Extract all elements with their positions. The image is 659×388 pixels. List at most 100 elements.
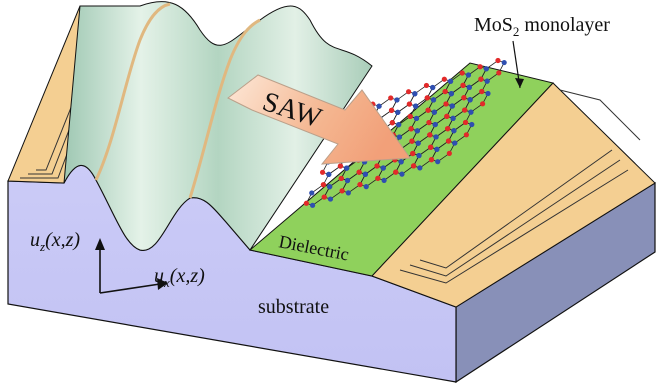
substrate-label: substrate — [258, 296, 329, 318]
lattice-atom — [388, 107, 395, 113]
saw-wave-surface — [63, 1, 373, 251]
lattice-atom — [424, 95, 430, 101]
lattice-atom — [468, 109, 474, 115]
lattice-atom — [310, 202, 316, 208]
lattice-atom — [462, 107, 468, 113]
lattice-atom — [374, 163, 380, 169]
lattice-atom — [396, 134, 403, 140]
lattice-atom — [375, 175, 381, 181]
lattice-atom — [495, 57, 501, 64]
lattice-atom — [469, 121, 475, 128]
lattice-atom — [496, 70, 502, 76]
lattice-atom — [451, 128, 457, 134]
lattice-atom — [363, 184, 369, 190]
lattice-atom — [344, 177, 351, 184]
lattice-atom — [434, 146, 440, 152]
lattice-atom — [430, 84, 436, 91]
lattice-atom — [398, 159, 404, 165]
lattice-atom — [338, 175, 344, 182]
lattice-atom — [405, 89, 412, 95]
lattice-atom — [362, 171, 368, 177]
lattice-atom — [399, 171, 405, 177]
lattice-atom — [478, 76, 484, 82]
lattice-atom — [432, 121, 438, 128]
lattice-atom — [410, 150, 416, 157]
lattice-atom — [396, 122, 402, 128]
lattice-atom — [445, 126, 451, 132]
lattice-atom — [303, 200, 309, 206]
lattice-atom — [445, 138, 452, 144]
lattice-atom — [447, 78, 454, 84]
lattice-atom — [388, 95, 394, 101]
lattice-atom — [327, 184, 333, 190]
lattice-atom — [415, 140, 421, 146]
lattice-atom — [446, 150, 452, 156]
lattice-hexagon — [390, 91, 416, 113]
lattice-atom — [485, 90, 491, 97]
lattice-atom — [320, 182, 326, 188]
lattice-atom — [467, 97, 473, 103]
lattice-atom — [441, 76, 447, 82]
lattice-atom — [321, 194, 327, 200]
lattice-atom — [339, 188, 345, 194]
lattice-atom — [309, 190, 315, 196]
lattice-atom — [449, 103, 455, 109]
lattice-atom — [435, 159, 441, 165]
lattice-atom — [426, 119, 432, 126]
lattice-atom — [413, 115, 420, 122]
lattice-atom — [479, 88, 485, 95]
uz-label: uz(x,z) — [30, 229, 80, 254]
lattice-atom — [465, 72, 472, 78]
lattice-atom — [345, 190, 351, 196]
lattice-atom — [395, 109, 401, 115]
lattice-atom — [484, 78, 490, 84]
lattice-atom — [430, 97, 437, 103]
lattice-atom — [416, 152, 422, 159]
lattice-atom — [460, 82, 466, 88]
lattice-atom — [389, 120, 395, 126]
mos2-label: MoS2 monolayer — [474, 14, 610, 39]
lattice-atom — [406, 101, 413, 107]
lattice-atom — [444, 113, 450, 119]
lattice-atom — [357, 181, 363, 188]
lattice-atom — [409, 138, 415, 144]
lattice-atom — [381, 177, 387, 183]
lattice-atom — [393, 169, 399, 175]
lattice-atom — [477, 64, 483, 70]
lattice-atom — [327, 196, 334, 202]
lattice-atom — [427, 132, 433, 138]
ux-axis — [99, 283, 161, 294]
lattice-atom — [428, 144, 434, 150]
lattice-atom — [394, 97, 400, 103]
lattice-atom — [459, 70, 465, 76]
lattice-atom — [428, 157, 435, 163]
lattice-atom — [408, 126, 414, 132]
lattice-atom — [344, 165, 350, 171]
right-electrode — [371, 82, 656, 308]
lattice-atom — [417, 165, 423, 171]
lattice-atom — [466, 84, 472, 90]
lattice-atom — [376, 103, 382, 109]
lattice-atom — [380, 165, 386, 171]
lattice-atom — [448, 91, 455, 97]
lattice-atom — [413, 103, 419, 109]
lattice-atom — [463, 132, 469, 138]
lattice-atom — [423, 82, 430, 89]
lattice-atom — [462, 119, 469, 126]
lattice-atom — [425, 107, 431, 113]
lattice-atom — [443, 101, 449, 107]
lattice-atom — [356, 169, 362, 175]
lattice-atom — [483, 66, 489, 72]
lattice-atom — [452, 140, 458, 146]
lattice-atom — [414, 128, 420, 134]
lattice-atom — [337, 163, 344, 169]
lattice-atom — [319, 169, 326, 175]
lattice-atom — [450, 115, 456, 121]
lattice-atom — [412, 91, 418, 97]
lattice-atom — [411, 163, 417, 169]
lattice-atom — [326, 171, 332, 177]
lattice-atom — [501, 59, 507, 66]
lattice-atom — [479, 101, 486, 107]
